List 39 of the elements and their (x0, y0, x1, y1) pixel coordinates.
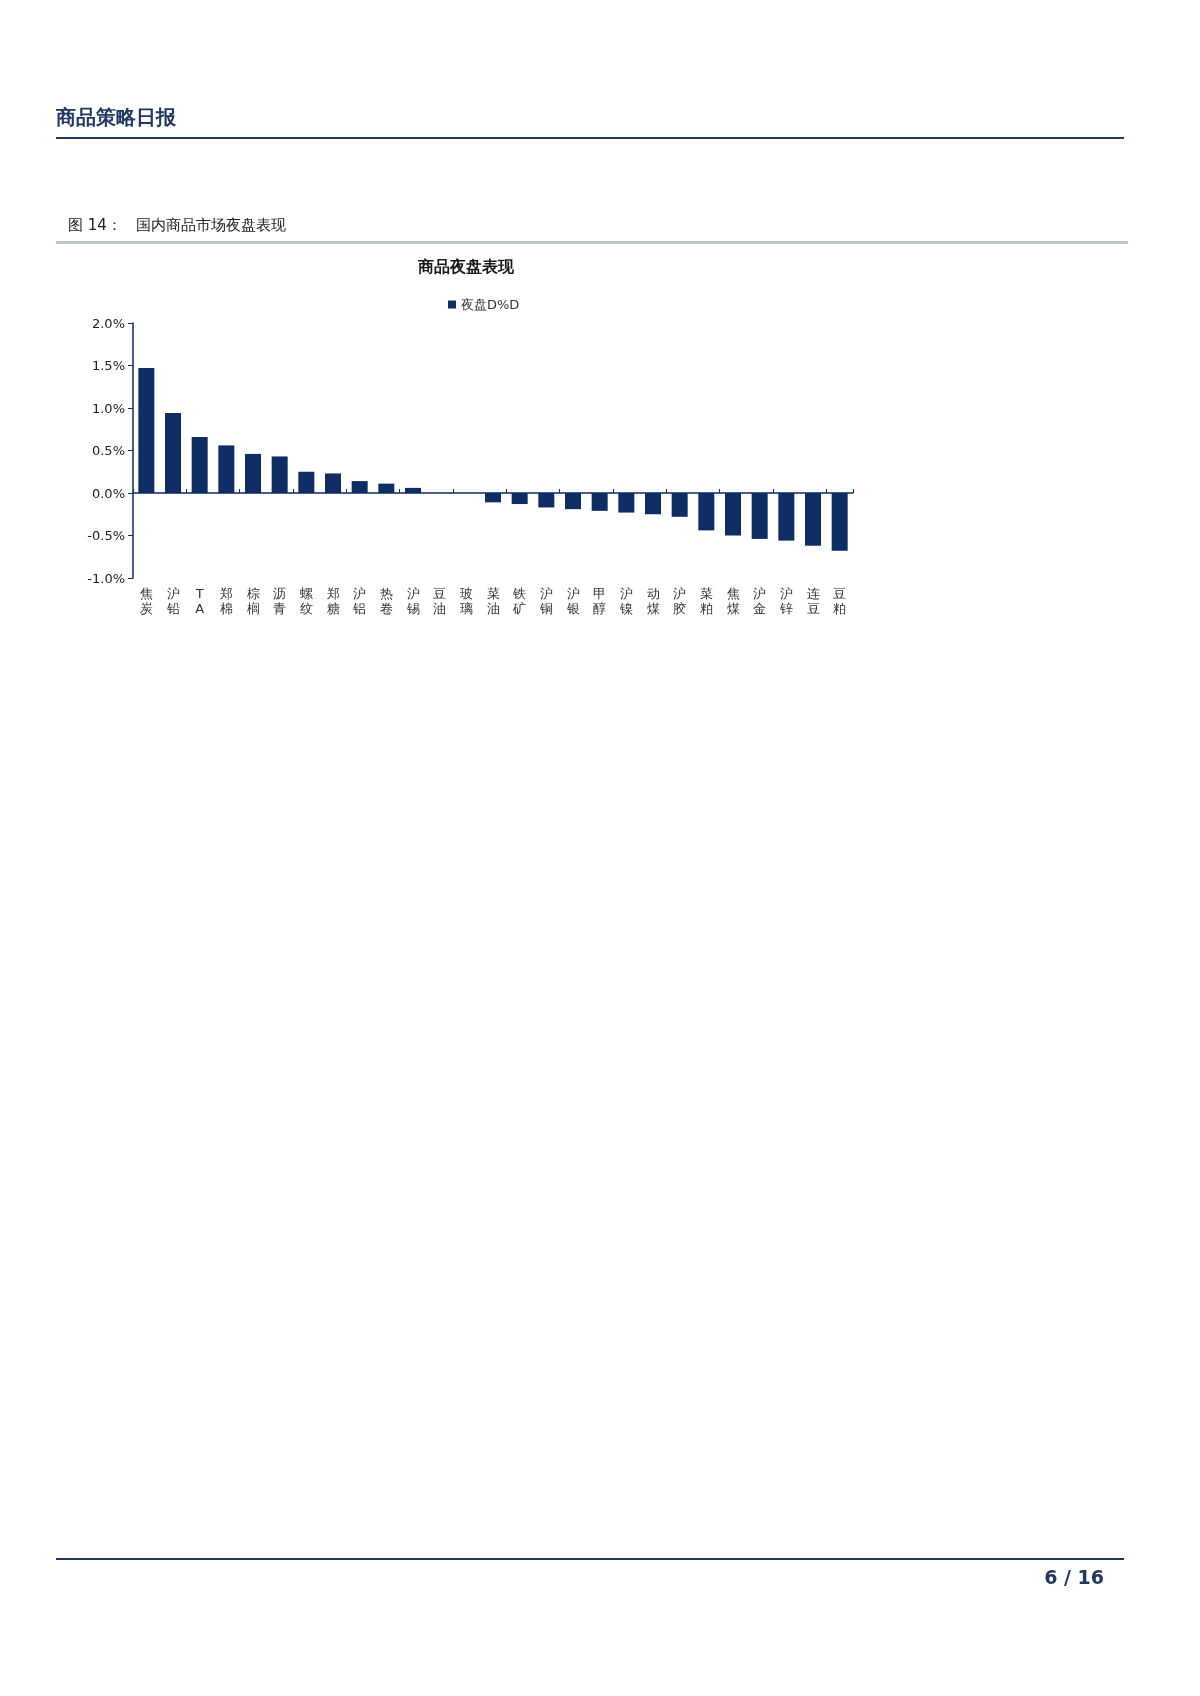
x-tick-label: 棕榈 (246, 586, 260, 616)
x-tick-label: 郑糖 (326, 586, 340, 616)
y-tick-label: -0.5% (87, 528, 125, 543)
legend-label: 夜盘D%D (461, 297, 520, 312)
x-tick-label: 沪银 (565, 586, 580, 616)
x-tick-label: 沪锡 (405, 586, 420, 616)
x-tick-label: 沪金 (753, 586, 767, 616)
x-tick-label: 郑棉 (219, 586, 233, 616)
x-tick-label: 铁矿 (512, 586, 527, 616)
x-tick-label: 豆油 (433, 586, 447, 616)
x-tick-label: 沪镍 (618, 586, 633, 616)
caption: 图 14： 国内商品市场夜盘表现 (56, 216, 1128, 244)
x-tick-label: 玻璃 (459, 586, 473, 616)
x-tick-label: 沪铝 (352, 586, 367, 616)
x-tick-label: 甲醇 (593, 586, 607, 616)
x-tick-label: 豆粕 (833, 586, 847, 616)
x-tick-label: 沪铅 (165, 586, 180, 616)
text: 6 / 16 (1044, 1566, 1104, 1588)
x-tick-label: 热卷 (379, 586, 393, 616)
chart-title: 商品夜盘表现 (417, 256, 515, 276)
x-tick-label: 沥青 (273, 586, 287, 616)
x-tick-label: 菜粕 (699, 586, 713, 616)
y-tick-label: -1.0% (87, 570, 125, 586)
y-tick-label: 0.5% (91, 443, 125, 458)
x-tick-label: 螺纹 (299, 586, 313, 616)
x-tick-label: TA (194, 586, 205, 616)
x-tick-label: 动煤 (646, 586, 660, 616)
y-tick-label: 0.0% (91, 485, 125, 501)
x-tick-label: 沪铜 (538, 586, 553, 616)
y-tick-label: 1.0% (91, 400, 125, 416)
x-tick-label: 菜油 (486, 586, 500, 616)
x-tick-label: 焦煤 (726, 586, 740, 616)
y-tick-label: 2.0% (91, 315, 125, 331)
x-tick-label: 沪锌 (778, 586, 793, 616)
y-tick-label: 1.5% (91, 358, 125, 373)
x-tick-label: 连豆 (806, 586, 820, 616)
x-tick-label: 焦炭 (139, 586, 153, 616)
x-tick-label: 沪胶 (673, 586, 687, 616)
text: 商品策略日报 (56, 104, 1124, 139)
